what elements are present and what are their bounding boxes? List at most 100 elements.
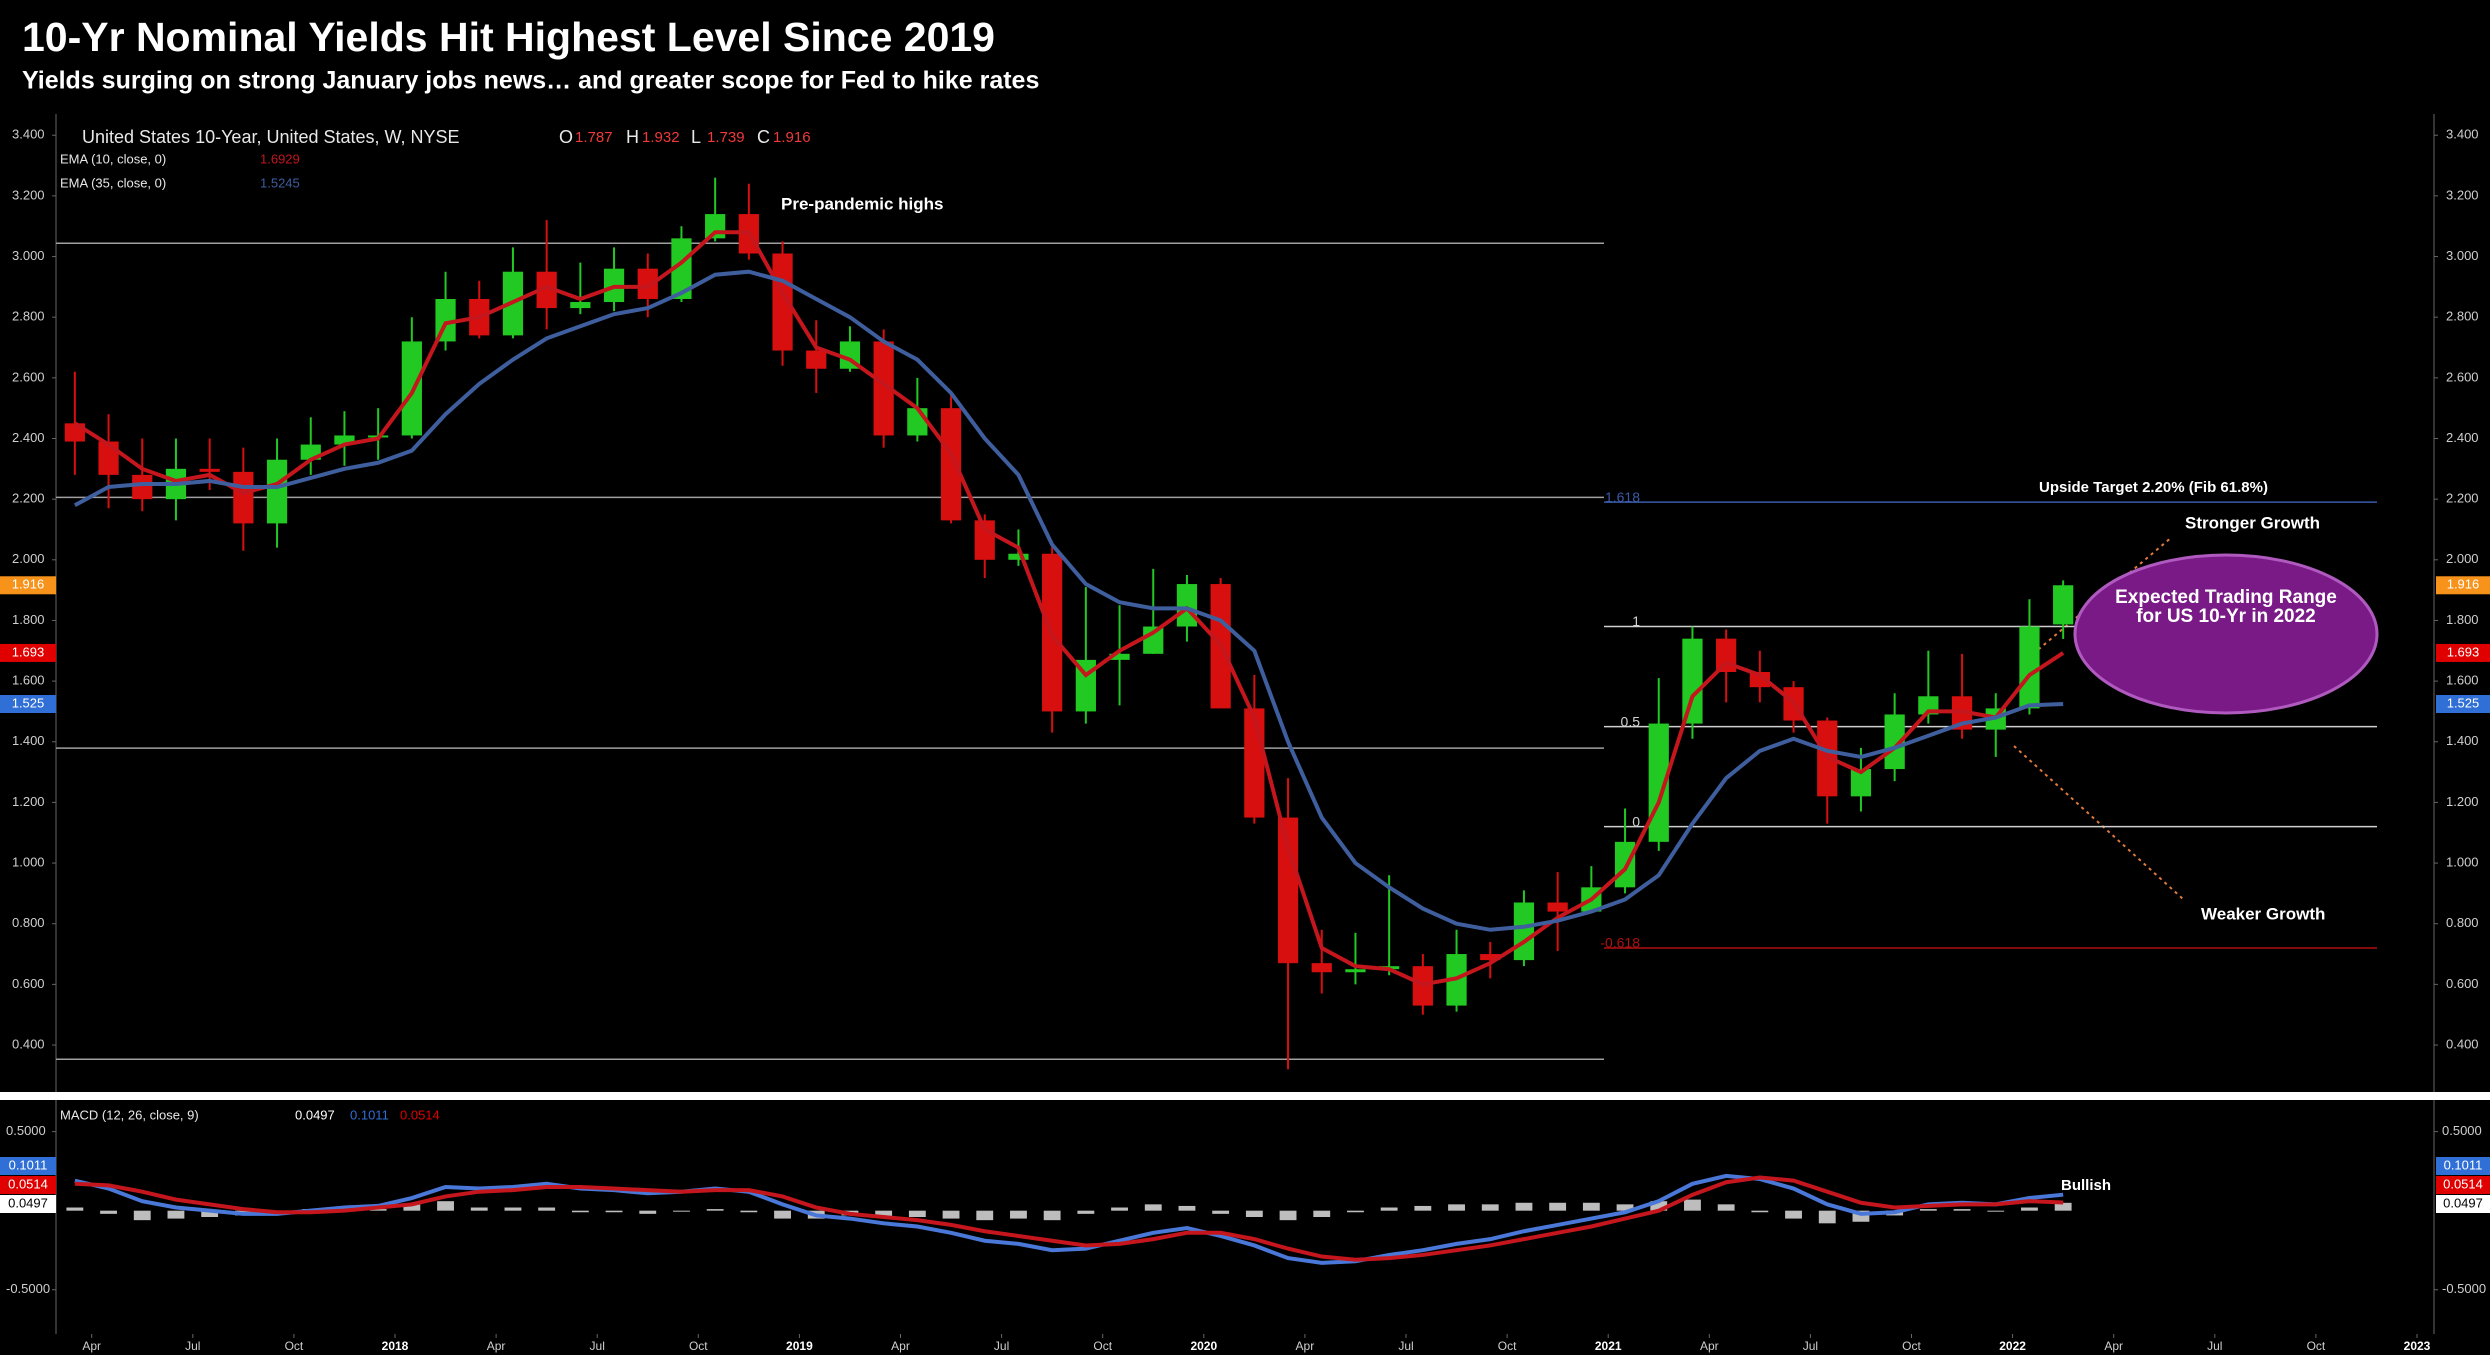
candle-body: [570, 302, 591, 309]
y-tick-label: 3.400: [12, 127, 45, 142]
candle-body: [199, 468, 220, 472]
candle-body: [536, 271, 557, 309]
price-badge: [2436, 643, 2490, 662]
scenario-arrow: [2013, 745, 2184, 900]
ohlc-value: 1.932: [642, 129, 680, 146]
histogram-bar: [1953, 1209, 1971, 1211]
x-tick-label: Oct: [1498, 1339, 1517, 1353]
y-tick-label: 2.400: [2446, 430, 2479, 445]
y-tick-label: 1.800: [2446, 612, 2479, 627]
y-tick-label: 0.600: [2446, 976, 2479, 991]
histogram-bar: [1684, 1199, 1701, 1211]
y-tick-label: 2.000: [2446, 551, 2479, 566]
candle-body: [1311, 963, 1332, 973]
range-ellipse: [2073, 553, 2379, 715]
x-tick-label: Jul: [2207, 1339, 2222, 1353]
legend-value: 1.5245: [260, 175, 300, 190]
annotation: Stronger Growth: [2185, 513, 2320, 532]
candle-body: [907, 408, 928, 436]
price-badge: [0, 576, 56, 595]
price-badge-label: 1.525: [12, 695, 45, 710]
y-tick-label: 2.000: [12, 551, 45, 566]
histogram-bar: [1448, 1204, 1465, 1211]
fib-label: 0.5: [1621, 713, 1641, 729]
histogram-bar: [1347, 1210, 1364, 1213]
ema-line: [73, 269, 2064, 932]
price-badge: [2436, 695, 2490, 714]
price-badge: [0, 643, 56, 662]
fib-label: 0: [1632, 813, 1640, 829]
candle-body: [1513, 902, 1535, 961]
y-tick-label: 2.200: [2446, 491, 2479, 506]
candle-body: [1682, 638, 1703, 724]
candle-body: [1109, 653, 1130, 660]
candle-body: [1547, 902, 1568, 912]
histogram-bar: [942, 1210, 960, 1219]
histogram-bar: [1144, 1204, 1162, 1211]
macd-badge: [0, 1157, 56, 1175]
price-badge: [2436, 576, 2490, 595]
histogram-bar: [740, 1210, 758, 1213]
y-tick-label: 3.000: [2446, 248, 2479, 263]
x-tick-label: 2019: [786, 1339, 813, 1353]
histogram-bar: [167, 1210, 185, 1219]
macd-badge-label: 0.0514: [8, 1176, 48, 1191]
candle-body: [1614, 841, 1636, 888]
histogram-bar: [1245, 1210, 1263, 1217]
histogram-bar: [2054, 1202, 2072, 1211]
y-tick-label: 0.800: [12, 915, 45, 930]
candle-body: [334, 435, 355, 445]
ohlc-key: C: [757, 127, 770, 147]
histogram-bar: [201, 1210, 219, 1217]
macd-line: [74, 1173, 2064, 1265]
x-tick-label: Oct: [1093, 1339, 1112, 1353]
y-tick-label: 1.400: [2446, 733, 2479, 748]
price-badge-label: 1.916: [2447, 577, 2480, 592]
candle-body: [1850, 769, 1872, 797]
candle-body: [2019, 626, 2040, 709]
annotation: Bullish: [2061, 1177, 2111, 1194]
candle-body: [671, 238, 692, 299]
price-badge-label: 1.693: [2447, 644, 2480, 659]
macd-badge: [2436, 1195, 2490, 1213]
y-tick-label: 3.400: [2446, 127, 2479, 142]
legend-value: 1.6929: [260, 151, 300, 166]
x-tick-label: Jul: [994, 1339, 1009, 1353]
x-tick-label: 2018: [382, 1339, 409, 1353]
y-tick-label: 1.000: [2446, 855, 2479, 870]
x-tick-label: Apr: [2104, 1339, 2123, 1353]
histogram-bar: [908, 1210, 926, 1217]
y-tick-label: 0.600: [12, 976, 45, 991]
x-tick-label: 2020: [1190, 1339, 1217, 1353]
fib-label: 1.618: [1605, 489, 1640, 505]
macd-value: 0.1011: [350, 1107, 389, 1122]
price-badge-label: 1.525: [2447, 695, 2480, 710]
histogram-bar: [369, 1209, 387, 1211]
x-tick-label: Apr: [487, 1339, 506, 1353]
macd-line: [74, 1175, 2064, 1262]
panel-separator: [0, 1092, 2490, 1100]
y-tick-label: -0.5000: [6, 1281, 50, 1296]
histogram-bar: [774, 1210, 791, 1219]
macd-badge: [2436, 1157, 2490, 1175]
legend-label: EMA (10, close, 0): [60, 151, 166, 166]
histogram-bar: [1582, 1202, 1600, 1211]
candle-body: [233, 471, 254, 524]
histogram-bar: [605, 1210, 623, 1213]
histogram-bar: [1481, 1204, 1499, 1211]
y-tick-label: 0.5000: [2442, 1123, 2482, 1138]
chart-subtitle: Yields surging on strong January jobs ne…: [22, 67, 1039, 95]
histogram-bar: [1414, 1205, 1432, 1211]
y-tick-label: 1.600: [12, 673, 45, 688]
histogram-bar: [1650, 1201, 1668, 1211]
y-tick-label: 2.600: [12, 369, 45, 384]
y-tick-label: 0.400: [12, 1036, 45, 1051]
price-badge-label: 1.916: [12, 577, 45, 592]
y-tick-label: -0.5000: [2442, 1281, 2486, 1296]
histogram-bar: [1717, 1204, 1735, 1211]
range-label: Expected Trading Range for US 10-Yr in 2…: [2115, 587, 2337, 627]
ohlc-key: L: [691, 127, 701, 147]
x-tick-label: Jul: [1803, 1339, 1818, 1353]
histogram-bar: [1279, 1210, 1297, 1221]
